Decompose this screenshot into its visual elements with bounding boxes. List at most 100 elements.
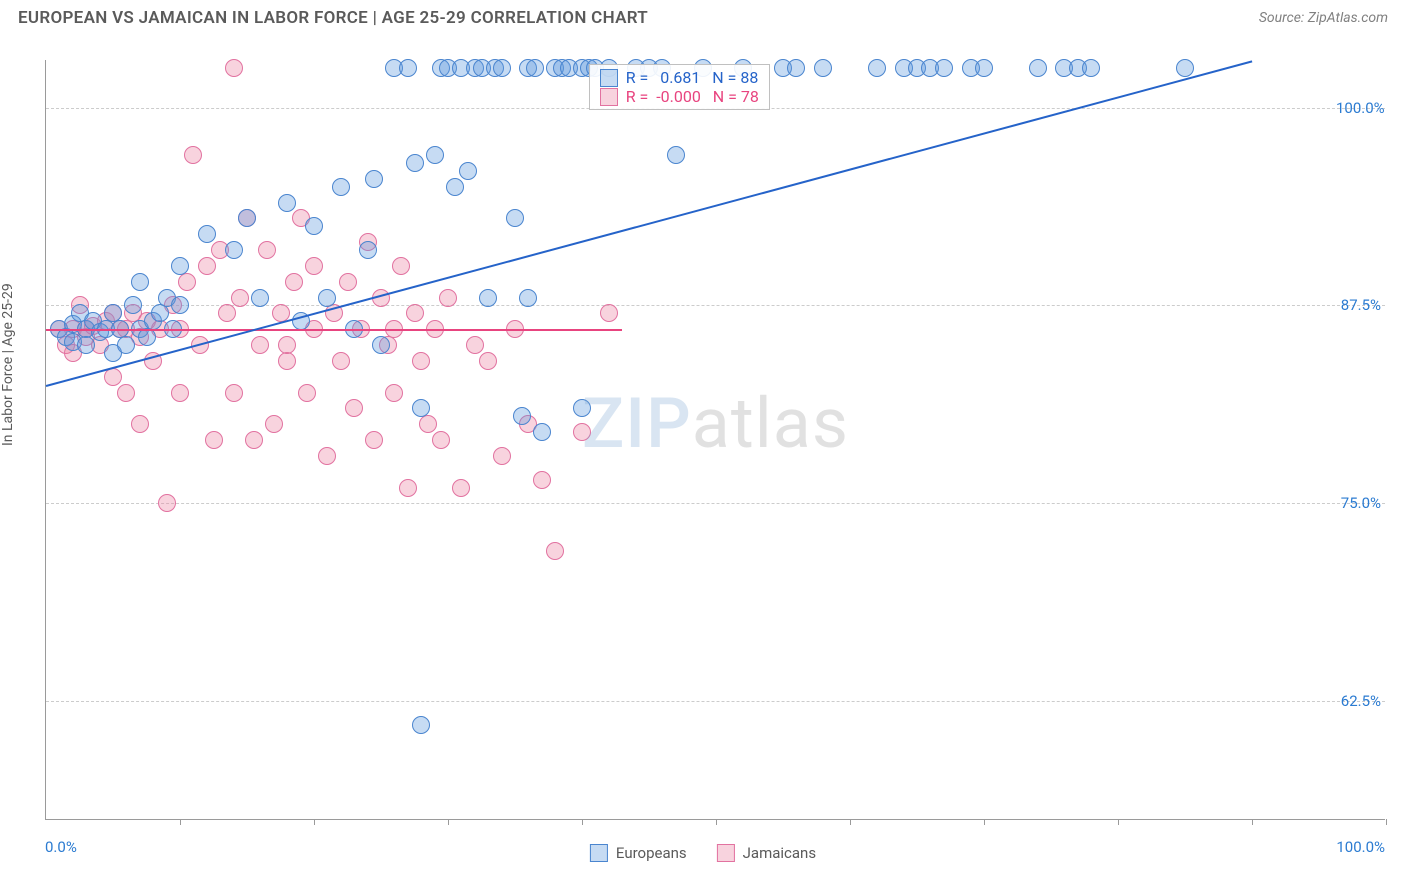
european-point xyxy=(117,336,135,354)
x-tick xyxy=(984,819,985,825)
jamaican-point xyxy=(218,304,236,322)
jamaican-point xyxy=(258,241,276,259)
jamaican-point xyxy=(392,257,410,275)
watermark: ZIPatlas xyxy=(582,383,849,465)
gridline-h xyxy=(46,305,1385,306)
y-tick-label: 75.0% xyxy=(1336,494,1381,512)
european-point xyxy=(519,289,537,307)
legend-text: R = 0.681 N = 88 xyxy=(626,68,759,87)
european-point xyxy=(526,59,544,77)
european-point xyxy=(198,225,216,243)
correlation-legend: R = 0.681 N = 88R = -0.000 N = 78 xyxy=(589,64,770,110)
x-tick xyxy=(180,819,181,825)
european-point xyxy=(506,209,524,227)
european-point xyxy=(225,241,243,259)
bottom-legend-item: Europeans xyxy=(590,844,687,862)
jamaican-point xyxy=(479,352,497,370)
european-point xyxy=(1029,59,1047,77)
x-tick xyxy=(314,819,315,825)
watermark-zip: ZIP xyxy=(582,383,692,465)
jamaican-point xyxy=(265,415,283,433)
bottom-legend-item: Jamaicans xyxy=(717,844,816,862)
european-point xyxy=(1082,59,1100,77)
european-point xyxy=(868,59,886,77)
jamaican-point xyxy=(533,471,551,489)
legend-swatch xyxy=(600,69,618,87)
jamaican-point xyxy=(231,289,249,307)
correlation-legend-row: R = -0.000 N = 78 xyxy=(600,87,759,106)
european-point xyxy=(171,257,189,275)
jamaican-point xyxy=(432,431,450,449)
jamaican-point xyxy=(600,304,618,322)
jamaican-point xyxy=(117,384,135,402)
european-point xyxy=(479,289,497,307)
european-point xyxy=(131,273,149,291)
legend-swatch xyxy=(590,844,608,862)
x-axis-max: 100.0% xyxy=(1336,838,1385,856)
jamaican-point xyxy=(225,384,243,402)
european-point xyxy=(399,59,417,77)
source-label: Source: ZipAtlas.com xyxy=(1259,10,1388,26)
x-axis-min: 0.0% xyxy=(45,838,77,856)
european-point xyxy=(814,59,832,77)
jamaican-point xyxy=(318,447,336,465)
jamaican-point xyxy=(171,384,189,402)
european-point xyxy=(412,399,430,417)
jamaican-point xyxy=(399,479,417,497)
x-tick xyxy=(582,819,583,825)
european-point xyxy=(787,59,805,77)
gridline-h xyxy=(46,503,1385,504)
jamaican-point xyxy=(305,257,323,275)
y-tick-label: 62.5% xyxy=(1336,692,1381,710)
jamaican-point xyxy=(365,431,383,449)
european-point xyxy=(1176,59,1194,77)
x-tick xyxy=(1118,819,1119,825)
jamaican-point xyxy=(466,336,484,354)
european-point xyxy=(573,399,591,417)
european-point xyxy=(412,716,430,734)
european-point xyxy=(318,289,336,307)
jamaican-point xyxy=(198,257,216,275)
jamaican-point xyxy=(225,59,243,77)
gridline-h xyxy=(46,701,1385,702)
jamaican-point xyxy=(439,289,457,307)
legend-label: Jamaicans xyxy=(743,844,816,862)
jamaican-point xyxy=(278,352,296,370)
jamaican-point xyxy=(285,273,303,291)
jamaican-point xyxy=(332,352,350,370)
european-point xyxy=(278,194,296,212)
european-point xyxy=(975,59,993,77)
jamaican-point xyxy=(419,415,437,433)
jamaican-point xyxy=(493,447,511,465)
jamaican-point xyxy=(412,352,430,370)
european-point xyxy=(533,423,551,441)
jamaican-point xyxy=(131,415,149,433)
y-tick-label: 87.5% xyxy=(1336,296,1381,314)
european-point xyxy=(365,170,383,188)
jamaican-point xyxy=(251,336,269,354)
legend-text: R = -0.000 N = 78 xyxy=(626,87,759,106)
european-point xyxy=(251,289,269,307)
jamaican-point xyxy=(406,304,424,322)
chart-plot-area: ZIPatlas 62.5%75.0%87.5%100.0%R = 0.681 … xyxy=(45,60,1385,820)
x-tick xyxy=(716,819,717,825)
jamaican-point xyxy=(573,423,591,441)
european-point xyxy=(935,59,953,77)
watermark-atlas: atlas xyxy=(692,383,849,465)
jamaican-point xyxy=(345,399,363,417)
european-point xyxy=(406,154,424,172)
x-tick xyxy=(1252,819,1253,825)
european-point xyxy=(238,209,256,227)
european-point xyxy=(305,217,323,235)
jamaican-point xyxy=(339,273,357,291)
european-point xyxy=(493,59,511,77)
jamaican-regression-line xyxy=(46,329,622,331)
jamaican-point xyxy=(158,494,176,512)
jamaican-point xyxy=(452,479,470,497)
correlation-legend-row: R = 0.681 N = 88 xyxy=(600,68,759,87)
european-point xyxy=(151,304,169,322)
european-point xyxy=(446,178,464,196)
jamaican-point xyxy=(385,384,403,402)
european-point xyxy=(124,296,142,314)
european-point xyxy=(667,146,685,164)
